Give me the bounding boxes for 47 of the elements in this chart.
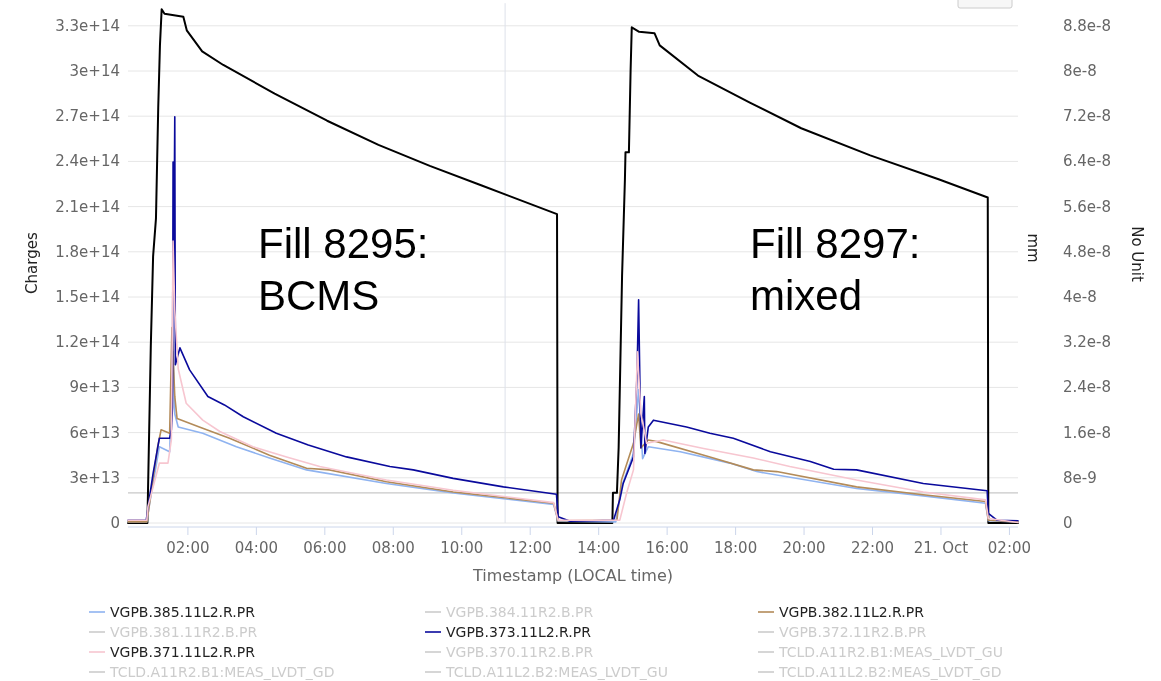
y2-tick-label: 5.6e-8 (1063, 197, 1112, 216)
x-tick-label: 10:00 (440, 539, 484, 557)
x-tick-label: 06:00 (303, 539, 347, 557)
x-tick-label: 22:00 (850, 539, 895, 557)
y-tick-label: 1.8e+14 (55, 242, 120, 261)
y2-tick-label: 8e-9 (1063, 468, 1097, 487)
legend-label: VGPB.373.11L2.R.PR (446, 624, 592, 640)
y-tick-label: 2.7e+14 (55, 107, 120, 126)
x-tick-label: 14:00 (577, 539, 621, 557)
x-tick-label: 21. Oct (913, 539, 969, 557)
x-axis-title: Timestamp (LOCAL time) (471, 566, 674, 585)
legend-label: VGPB.382.11L2.R.PR (779, 604, 925, 620)
y-tick-label: 0 (110, 514, 120, 532)
y-tick-label: 1.5e+14 (55, 288, 120, 306)
x-tick-label: 16:00 (645, 539, 689, 557)
y2-tick-label: 0 (1063, 514, 1073, 532)
y3-axis-title: mm (1024, 233, 1042, 263)
x-tick-label: 18:00 (713, 539, 758, 557)
y2-tick-label: 2.4e-8 (1063, 378, 1112, 397)
y2-tick-label: 6.4e-8 (1063, 152, 1112, 171)
x-tick-label: 12:00 (508, 539, 552, 557)
x-tick-label: 02:00 (166, 539, 210, 557)
annotation: Fill 8295: BCMS (258, 220, 429, 319)
x-tick-label: 02:00 (987, 539, 1032, 557)
y-tick-label: 2.4e+14 (55, 152, 120, 171)
legend-label: VGPB.385.11L2.R.PR (110, 604, 256, 620)
y-tick-label: 3e+13 (69, 468, 120, 487)
y2-tick-label: 1.6e-8 (1063, 423, 1112, 442)
y2-axis-title: No Unit (1128, 226, 1146, 282)
y2-tick-label: 8.8e-8 (1063, 16, 1112, 35)
x-tick-label: 08:00 (371, 539, 415, 557)
y2-tick-label: 3.2e-8 (1063, 333, 1112, 352)
y-axis-title: Charges (23, 232, 41, 294)
y2-tick-label: 4e-8 (1063, 288, 1097, 306)
y-tick-label: 3.3e+14 (55, 16, 120, 35)
y-tick-label: 2.1e+14 (55, 197, 120, 216)
x-tick-label: 04:00 (234, 539, 278, 557)
y2-tick-label: 4.8e-8 (1063, 242, 1112, 261)
y-tick-label: 9e+13 (69, 378, 120, 397)
legend-label: VGPB.371.11L2.R.PR (110, 644, 256, 660)
annotation: Fill 8297: mixed (750, 220, 921, 319)
y2-tick-label: 7.2e-8 (1063, 107, 1112, 126)
y2-tick-label: 8e-8 (1063, 62, 1097, 80)
y-tick-label: 3e+14 (69, 62, 120, 80)
x-tick-label: 20:00 (782, 539, 826, 557)
y-tick-label: 1.2e+14 (55, 333, 120, 352)
y-tick-label: 6e+13 (69, 423, 120, 442)
